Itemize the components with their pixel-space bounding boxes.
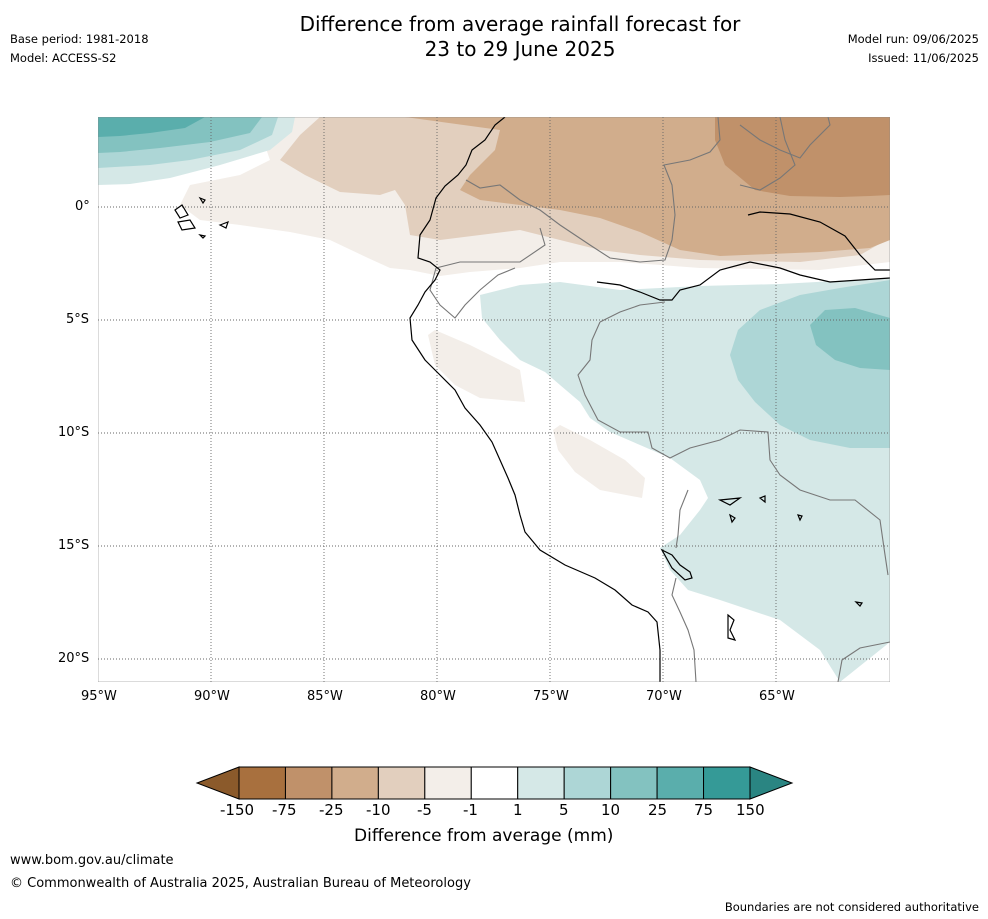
colorbar-tick--150: -150: [220, 801, 255, 819]
lon-label-80w: 80°W: [420, 689, 456, 704]
dry-patch-peru: [428, 330, 525, 402]
map-area: [98, 117, 890, 682]
wet-region-ne-pacific-4: [98, 117, 205, 137]
colorbar-segment: [517, 766, 565, 800]
colorbar-tick-5: 5: [559, 801, 569, 819]
colorbar-segment: [703, 766, 751, 800]
map-title-line1: Difference from average rainfall forecas…: [299, 12, 741, 36]
model-name-text: Model: ACCESS-S2: [10, 51, 117, 65]
lon-label-85w: 85°W: [307, 689, 343, 704]
base-period-text: Base period: 1981-2018: [10, 32, 149, 46]
wet-region-amazon-3: [810, 308, 890, 370]
lon-label-65w: 65°W: [759, 689, 795, 704]
lat-label-20s: 20°S: [58, 651, 90, 666]
colorbar-tick-150: 150: [736, 801, 765, 819]
lon-label-75w: 75°W: [533, 689, 569, 704]
colorbar-tick-25: 25: [648, 801, 668, 819]
footer-url: www.bom.gov.au/climate: [10, 853, 174, 868]
dry-patch-peru-2: [553, 425, 645, 498]
model-run-text: Model run: 09/06/2025: [847, 32, 979, 46]
colorbar-tick--10: -10: [366, 801, 391, 819]
lat-label-10s: 10°S: [58, 425, 90, 440]
colorbar-segment: [563, 766, 612, 800]
colorbar-extend-low: [195, 766, 240, 800]
colorbar-tick-75: 75: [694, 801, 714, 819]
lat-label-0: 0°: [75, 199, 90, 214]
colorbar-tick-10: 10: [601, 801, 621, 819]
colorbar-segment: [610, 766, 658, 800]
footer-copyright: © Commonwealth of Australia 2025, Austra…: [10, 876, 471, 891]
colorbar-segment: [424, 766, 472, 800]
lon-label-70w: 70°W: [646, 689, 682, 704]
issued-date-text: Issued: 11/06/2025: [868, 51, 979, 65]
colorbar-segment: [284, 766, 333, 800]
colorbar-segment: [377, 766, 426, 800]
lat-label-15s: 15°S: [58, 538, 90, 553]
colorbar-segment: [470, 766, 519, 800]
colorbar-segment: [331, 766, 379, 800]
gridlines: [98, 117, 890, 682]
colorbar-segment: [656, 766, 705, 800]
colorbar-tick--1: -1: [463, 801, 478, 819]
colorbar-extend-high: [749, 766, 794, 800]
coastline: [174, 117, 890, 682]
colorbar-tick--5: -5: [417, 801, 432, 819]
country-borders: [429, 117, 890, 682]
lon-label-95w: 95°W: [81, 689, 117, 704]
lon-label-90w: 90°W: [194, 689, 230, 704]
colorbar-tick--25: -25: [319, 801, 344, 819]
lat-label-5s: 5°S: [66, 312, 90, 327]
dry-region-dark: [715, 117, 890, 197]
footer-disclaimer: Boundaries are not considered authoritat…: [724, 900, 979, 914]
map-title-line2: 23 to 29 June 2025: [424, 37, 616, 61]
colorbar-tick--75: -75: [272, 801, 297, 819]
colorbar-tick-1: 1: [513, 801, 523, 819]
colorbar-label: Difference from average (mm): [354, 826, 614, 846]
colorbar-segment: [238, 766, 286, 800]
